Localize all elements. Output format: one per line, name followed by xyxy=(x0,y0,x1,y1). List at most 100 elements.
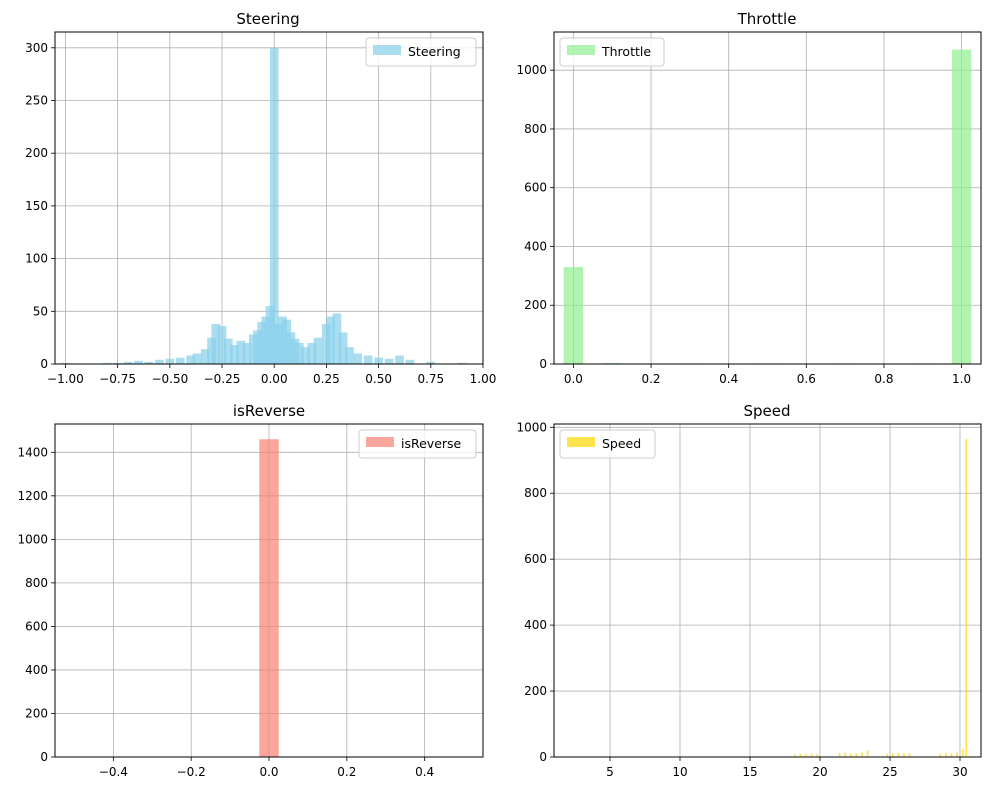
steering-legend-label: Steering xyxy=(408,44,461,59)
throttle-legend: Throttle xyxy=(559,37,665,67)
steering-bar xyxy=(230,345,239,364)
speed-title: Speed xyxy=(743,402,790,420)
steering-bar xyxy=(344,347,354,364)
speed-ytick-label: 600 xyxy=(524,552,547,566)
isreverse-ytick-label: 1000 xyxy=(17,532,48,546)
steering-bar xyxy=(353,353,363,364)
speed-bar xyxy=(945,753,947,757)
steering-bar xyxy=(113,362,123,364)
throttle-xtick-label: 0.6 xyxy=(797,372,816,386)
isreverse-ytick-label: 400 xyxy=(25,663,48,677)
isreverse-xtick-label: 0.0 xyxy=(259,765,278,779)
throttle-bars xyxy=(563,49,972,364)
steering-bar xyxy=(236,340,246,364)
steering-ytick-label: 0 xyxy=(40,357,48,371)
isreverse-legend-swatch xyxy=(366,437,394,447)
throttle-ytick-label: 400 xyxy=(524,239,547,253)
speed-grid xyxy=(554,424,981,758)
steering-xtick-label: −0.75 xyxy=(99,372,136,386)
speed-xtick-label: 25 xyxy=(882,765,897,779)
steering-legend: Steering xyxy=(365,37,477,67)
steering-bar xyxy=(155,359,164,364)
speed-ticks: 5 10 15 20 25 30 0 200 400 600 800 1000 xyxy=(516,420,967,779)
steering-xtick-label: 0.75 xyxy=(417,372,444,386)
steering-legend-swatch xyxy=(373,45,401,55)
throttle-bar xyxy=(563,267,584,364)
steering-bar xyxy=(395,355,404,364)
steering-bar xyxy=(200,349,210,364)
speed-bar xyxy=(793,754,796,757)
speed-legend: Speed xyxy=(559,429,656,459)
isreverse-bar xyxy=(259,439,279,757)
speed-bar xyxy=(961,748,964,757)
throttle-title: Throttle xyxy=(737,10,797,28)
steering-bar xyxy=(217,326,227,364)
isreverse-title: isReverse xyxy=(233,402,305,420)
speed-bar xyxy=(939,753,942,757)
steering-xtick-label: 0.25 xyxy=(313,372,340,386)
steering-xtick-label: −0.25 xyxy=(204,372,241,386)
speed-xtick-label: 5 xyxy=(606,765,614,779)
speed-bar xyxy=(866,750,869,757)
steering-bar xyxy=(186,355,196,364)
steering-xtick-label: 1.00 xyxy=(470,372,497,386)
steering-bar xyxy=(301,347,310,364)
throttle-ytick-label: 1000 xyxy=(516,63,547,77)
steering-bar xyxy=(294,342,304,364)
throttle-xtick-label: 0.4 xyxy=(719,372,738,386)
speed-bar xyxy=(903,753,905,757)
throttle-ytick-label: 200 xyxy=(524,298,547,312)
steering-bar xyxy=(426,361,436,364)
steering-bar xyxy=(144,361,154,364)
speed-ytick-label: 800 xyxy=(524,486,547,500)
steering-bar xyxy=(242,342,252,364)
speed-bar xyxy=(897,752,900,757)
isreverse-legend-label: isReverse xyxy=(401,436,462,451)
steering-ytick-label: 250 xyxy=(25,94,48,108)
throttle-legend-swatch xyxy=(567,45,595,55)
isreverse-ytick-label: 1200 xyxy=(17,489,48,503)
isreverse-ytick-label: 600 xyxy=(25,619,48,633)
throttle-ytick-label: 600 xyxy=(524,181,547,195)
isreverse-panel: isReverse −0.4 −0.2 0.0 0.2 0.4 0 200 400 600 800… xyxy=(17,402,484,779)
steering-xtick-label: 0.50 xyxy=(365,372,392,386)
steering-bar xyxy=(338,332,348,364)
speed-bar xyxy=(956,752,959,757)
isreverse-xtick-label: 0.4 xyxy=(415,765,434,779)
throttle-panel: Throttle 0.0 0.2 0.4 0.6 0.8 1.0 0 200 400 600 800… xyxy=(516,10,982,386)
isreverse-xtick-label: −0.4 xyxy=(99,765,128,779)
throttle-ytick-label: 0 xyxy=(539,357,547,371)
speed-panel: Speed 5 10 15 20 25 30 0 200 400 600 800 1000 Speed xyxy=(516,402,982,779)
steering-bar xyxy=(223,338,233,364)
steering-bar xyxy=(405,359,415,364)
isreverse-ticks: −0.4 −0.2 0.0 0.2 0.4 0 200 400 600 800 1000 1200 14… xyxy=(17,445,434,779)
steering-bar xyxy=(165,358,175,364)
steering-ytick-label: 150 xyxy=(25,199,48,213)
isreverse-xtick-label: 0.2 xyxy=(337,765,356,779)
speed-bar xyxy=(950,753,953,757)
speed-legend-label: Speed xyxy=(602,436,641,451)
steering-axes xyxy=(54,31,484,365)
steering-bar xyxy=(61,362,70,364)
speed-xtick-label: 30 xyxy=(952,765,967,779)
steering-bar xyxy=(384,358,394,364)
steering-ticks: −1.00 −0.75 −0.50 −0.25 0.00 0.25 0.50 0.75 1.00… xyxy=(25,41,496,386)
steering-bar xyxy=(192,353,202,364)
isreverse-ytick-label: 800 xyxy=(25,576,48,590)
throttle-xtick-label: 0.2 xyxy=(641,372,660,386)
speed-bar xyxy=(891,753,894,757)
speed-bar xyxy=(805,754,807,757)
steering-bar xyxy=(102,362,112,364)
steering-bar xyxy=(269,47,279,365)
isreverse-ytick-label: 0 xyxy=(40,750,48,764)
throttle-grid xyxy=(554,32,981,365)
steering-bar xyxy=(374,357,383,364)
speed-bar xyxy=(861,752,863,757)
steering-bar xyxy=(307,342,317,364)
speed-xtick-label: 10 xyxy=(672,765,687,779)
steering-xtick-label: −1.00 xyxy=(47,372,84,386)
speed-legend-swatch xyxy=(567,437,595,447)
speed-ytick-label: 1000 xyxy=(516,420,547,434)
steering-xtick-label: −0.50 xyxy=(151,372,188,386)
